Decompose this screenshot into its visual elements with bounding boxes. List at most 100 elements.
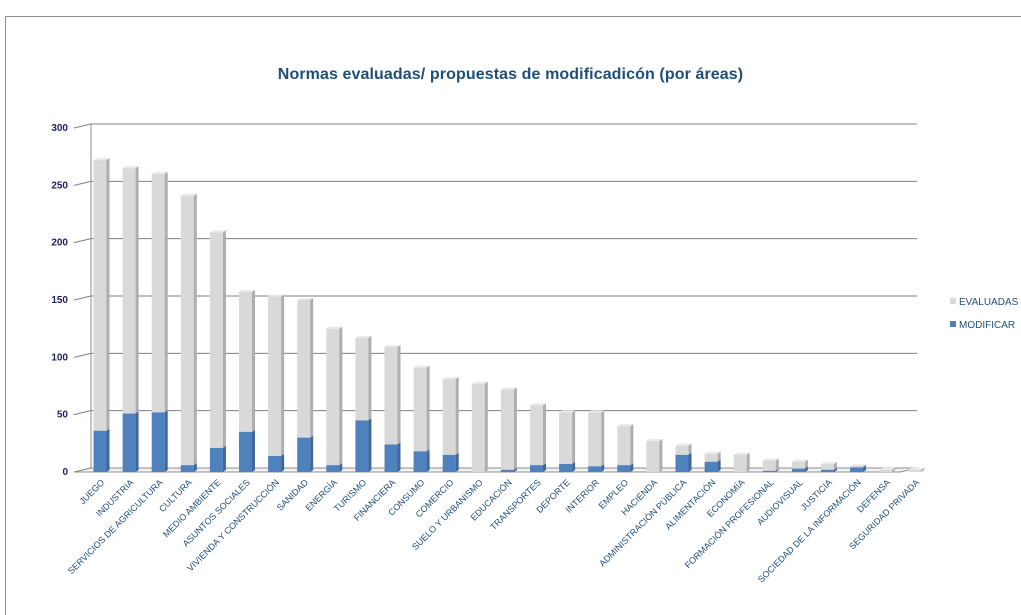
bar-side (252, 429, 255, 472)
bar-front (268, 296, 282, 456)
bar-evaluadas (500, 387, 517, 470)
gridline-depth (73, 352, 92, 358)
bar-front (151, 173, 165, 413)
bar-evaluadas (908, 467, 925, 472)
bar-side (455, 452, 459, 472)
legend-item: EVALUADAS (950, 297, 1019, 308)
y-tick-label: 200 (51, 238, 68, 249)
bar-front (239, 291, 252, 432)
gridline-depth (73, 410, 92, 416)
bar-evaluadas (675, 443, 692, 455)
bar-top (151, 171, 168, 174)
bar-front (675, 454, 689, 472)
bar-evaluadas (442, 377, 459, 455)
gridline-depth (73, 238, 92, 244)
bar-evaluadas (268, 294, 285, 456)
bar-evaluadas (588, 410, 605, 467)
chart-floor (73, 467, 918, 473)
bar-front (180, 195, 194, 466)
bar-side (630, 463, 634, 472)
bar-top (588, 410, 605, 413)
bar-front (93, 430, 107, 472)
bar-side (310, 298, 314, 438)
bar-evaluadas (530, 403, 546, 466)
y-tick-label: 100 (51, 352, 68, 363)
bar-modificar (675, 452, 692, 472)
bar-top (180, 193, 197, 196)
bar-evaluadas (733, 452, 750, 472)
bar-side (135, 166, 139, 414)
bar-front (588, 412, 602, 467)
bar-side (688, 452, 692, 472)
bar-front (355, 337, 369, 421)
bar-evaluadas (413, 365, 430, 452)
bar-modificar (93, 428, 110, 472)
bar-front (355, 420, 369, 472)
bar-front (675, 445, 689, 455)
bar-evaluadas (646, 439, 663, 472)
bar-top (675, 443, 692, 446)
bar-side (601, 464, 605, 472)
bar-side (601, 410, 605, 467)
bar-side (834, 467, 837, 472)
bar-side (193, 193, 197, 466)
bar-side (135, 411, 139, 472)
bar-side (804, 466, 808, 472)
bar-side (630, 424, 634, 466)
bar-side (775, 458, 779, 471)
bar-top (704, 451, 721, 454)
bar-front (442, 454, 456, 472)
bar-side (397, 442, 401, 472)
bar-front (239, 431, 252, 472)
bar-modificar (268, 453, 285, 472)
bar-side (572, 410, 576, 464)
bar-front (93, 160, 107, 431)
bar-side (717, 459, 721, 472)
bar-side (106, 158, 110, 431)
bar-side (775, 468, 779, 472)
bar-top (442, 377, 459, 380)
bar-top (355, 335, 372, 338)
bar-front (180, 465, 194, 472)
bar-front (850, 466, 864, 468)
bar-side (164, 171, 168, 413)
y-tick-label: 300 (51, 123, 68, 134)
bar-side (368, 418, 372, 472)
bar-front (209, 232, 223, 448)
bar-side (164, 410, 168, 472)
bar-top (500, 387, 517, 390)
bar-top (93, 158, 110, 161)
x-tick-label: JUEGO (77, 477, 106, 506)
legend-swatch (950, 298, 956, 304)
bar-side (688, 443, 692, 455)
bar-side (892, 467, 896, 472)
y-axis-labels: 0 50 100 150 200 250 300 (51, 123, 68, 478)
bar-front (530, 465, 543, 472)
bar-side (339, 463, 343, 472)
bar-front (122, 168, 136, 414)
bar-front (733, 454, 747, 472)
bar-modificar (413, 449, 430, 472)
gridline-depth (73, 295, 92, 301)
bar-front (704, 461, 718, 472)
bar-modificar (355, 418, 372, 472)
bar-top (733, 452, 750, 455)
bar-front (268, 455, 282, 472)
bar-front (530, 405, 543, 466)
legend-label: EVALUADAS (959, 297, 1019, 308)
bar-top (413, 365, 430, 368)
bar-side (543, 463, 546, 472)
bar-top (326, 326, 343, 329)
bar-side (426, 365, 430, 452)
bar-side (863, 465, 867, 472)
bar-front (500, 469, 514, 472)
bar-evaluadas (384, 345, 401, 445)
bar-modificar (442, 452, 459, 472)
bar-evaluadas (180, 193, 197, 466)
bar-side (106, 428, 110, 472)
bar-evaluadas (559, 410, 576, 464)
bar-front (791, 461, 805, 469)
bar-side (339, 326, 343, 466)
bar-top (268, 294, 285, 297)
gridline-depth (73, 123, 92, 129)
